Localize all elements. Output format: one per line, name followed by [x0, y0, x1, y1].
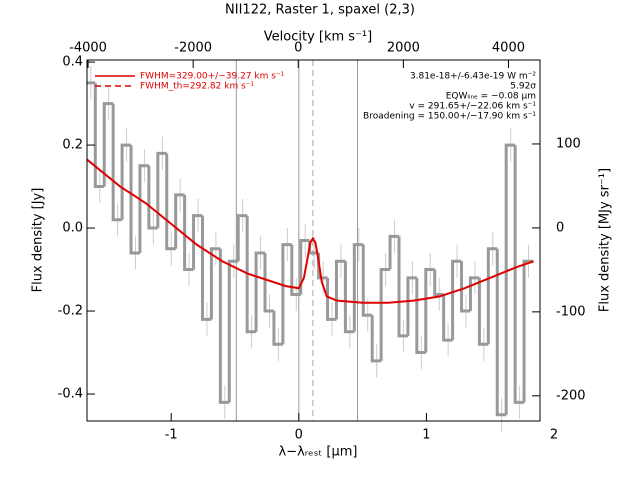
- y2-tick-label: 0: [556, 220, 564, 235]
- y-tick-label: 0.0: [62, 221, 83, 236]
- x2-tick-label: -4000: [69, 41, 107, 56]
- spectrum-bin: [415, 277, 426, 355]
- x-tick-label: -1: [165, 428, 178, 443]
- spectrum-bin: [522, 259, 533, 403]
- spectrum-bin: [236, 214, 248, 262]
- spectrum-bin: [451, 259, 462, 341]
- annotation: 3.81e-18+/-6.43e-19 W m⁻²: [410, 72, 537, 82]
- x-tick-label: 0: [295, 428, 303, 443]
- spectrum-bin: [192, 214, 203, 270]
- spectrum-bin: [379, 268, 391, 361]
- x2-tick-label: 0: [294, 41, 302, 56]
- spectrum-bin: [227, 259, 239, 403]
- spectrum-bin: [183, 194, 194, 272]
- y-tick-label: -0.4: [58, 387, 83, 402]
- spectrum-bin: [442, 294, 453, 342]
- spectrum-bin: [361, 244, 373, 317]
- spectrum-bin: [424, 268, 435, 353]
- spectrum-bin: [93, 82, 105, 189]
- spectrum-bin: [165, 153, 176, 251]
- spectrum-bin: [209, 247, 221, 320]
- spectrum-bin: [460, 261, 471, 313]
- spectrum-bin: [326, 277, 337, 321]
- spectrum-bin: [388, 234, 399, 270]
- spectrum-bin: [343, 261, 355, 334]
- spectrum-bin: [504, 143, 516, 415]
- y-tick-label: 0.2: [62, 138, 83, 153]
- spectrum-bin: [299, 239, 310, 295]
- spectrum-bin: [397, 236, 408, 338]
- annotation: Broadening = 150.00+/−17.90 km s⁻¹: [363, 112, 536, 122]
- legend-entry: FWHM_th=292.82 km s⁻¹: [140, 82, 255, 92]
- spectrum-bin: [263, 252, 274, 313]
- y2-tick-label: 100: [556, 136, 581, 151]
- x-tick-label: 2: [550, 428, 558, 443]
- spectrum-bin: [495, 248, 507, 417]
- spectrum-bin: [102, 102, 114, 187]
- chart-title: NII122, Raster 1, spaxel (2,3): [225, 3, 415, 18]
- spectrum-bin: [486, 247, 498, 345]
- y-axis-label: Flux density [Jy]: [31, 188, 46, 293]
- x2-tick-label: 2000: [387, 41, 420, 56]
- spectrum-bin: [290, 244, 301, 296]
- y-tick-label: -0.2: [58, 304, 83, 319]
- x2-tick-label: -2000: [174, 41, 212, 56]
- spectrum-bin: [245, 215, 257, 334]
- spectrum-bin: [433, 269, 444, 296]
- spectrum-bin: [111, 103, 123, 222]
- spectrum-bin: [147, 165, 158, 230]
- y2-tick-label: -200: [556, 388, 586, 403]
- spectrum-bin: [477, 277, 489, 346]
- x2-axis-label: Velocity [km s⁻¹]: [264, 30, 372, 45]
- spectrum-bin: [156, 151, 167, 229]
- plot-frame: [86, 59, 541, 422]
- spectrum-bin: [138, 164, 149, 253]
- annotation: v = 291.65+/−22.06 km s⁻¹: [409, 102, 536, 112]
- y-tick-label: 0.4: [62, 55, 83, 70]
- spectrum-bin: [129, 145, 140, 255]
- spectrum-bin: [370, 315, 382, 363]
- spectrum-bin: [218, 248, 230, 404]
- spectrum-bin: [120, 143, 132, 220]
- spectrum-bin: [200, 215, 212, 321]
- spectrum-bin: [406, 276, 417, 336]
- fit-line: [86, 158, 534, 304]
- spectrum-bin: [254, 251, 266, 332]
- annotation: EQWₗᵢₙₑ = −0.08 μm: [446, 92, 536, 102]
- spectrum-bin: [513, 145, 525, 404]
- x-tick-label: 1: [422, 428, 430, 443]
- spectrum-bin: [174, 193, 185, 249]
- spectrum-bin: [281, 243, 292, 345]
- spectrum-bin: [468, 276, 480, 312]
- y2-tick-label: -100: [556, 304, 586, 319]
- spectrum-bin: [272, 311, 283, 346]
- annotation: 5.92σ: [510, 82, 536, 92]
- x2-tick-label: 4000: [492, 41, 525, 56]
- x-axis-label: λ−λᵣₑₛₜ [μm]: [279, 445, 358, 460]
- y2-axis-label: Flux density [MJy sr⁻¹]: [598, 168, 613, 312]
- legend-entry: FWHM=329.00+/−39.27 km s⁻¹: [140, 72, 285, 82]
